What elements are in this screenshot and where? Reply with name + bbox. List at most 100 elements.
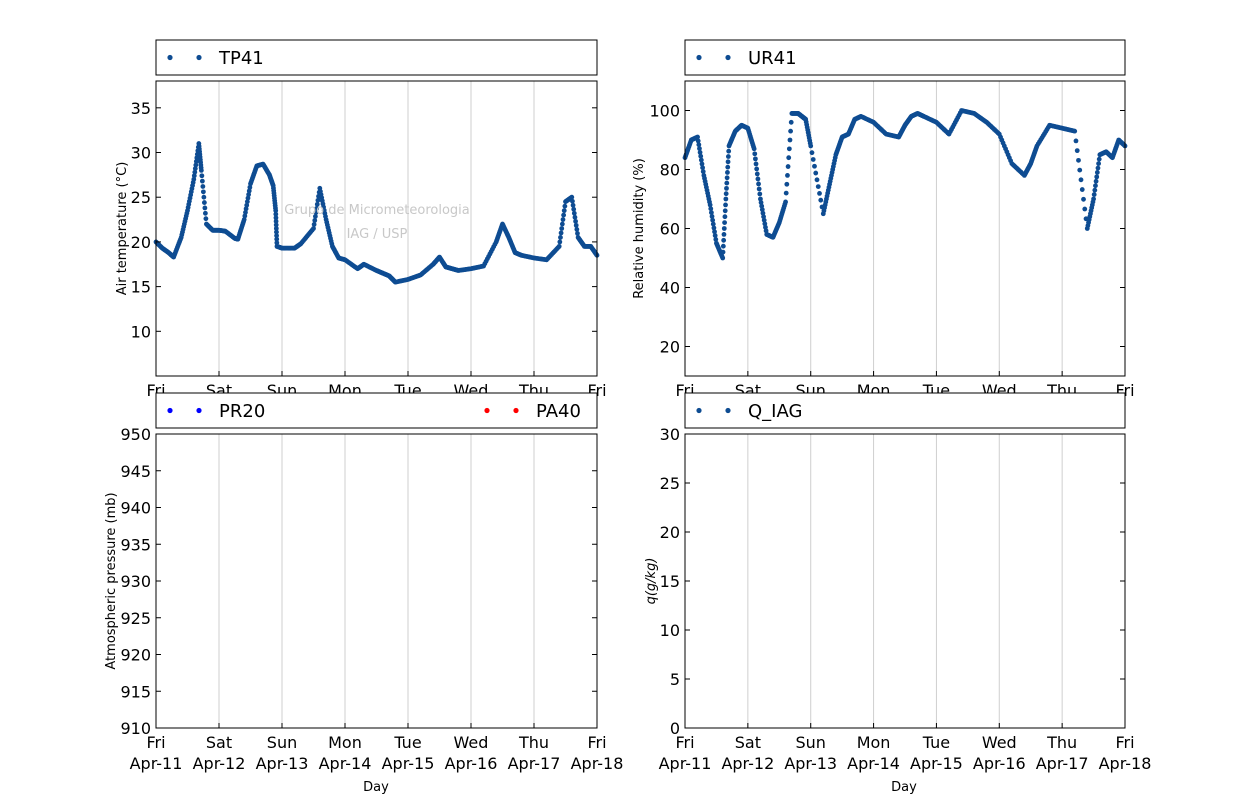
- tp41-point: [192, 166, 198, 172]
- ur41-point: [1093, 183, 1098, 189]
- ur41-point: [726, 148, 732, 154]
- y-tick-label: 15: [660, 572, 680, 591]
- ur41-point: [785, 173, 790, 178]
- x-ticks: Fri Apr-11 Sat Apr-12 Sun Apr-13 Mon Apr-14 Tue A…: [130, 723, 623, 773]
- ur41-point: [1073, 138, 1079, 144]
- x-axis-label: Day: [363, 780, 389, 795]
- ur41-point: [788, 128, 793, 134]
- tp41-point: [561, 212, 567, 218]
- tp41-point: [201, 200, 207, 205]
- y-tick-label: 100: [649, 102, 680, 121]
- y-tick-label: 5: [670, 670, 680, 689]
- ur41-point: [759, 203, 765, 209]
- y-tick-label: 20: [660, 523, 680, 542]
- ur41-legend-marker: [696, 54, 702, 61]
- ur41-point: [763, 228, 769, 234]
- x-axis-label: Day: [891, 780, 917, 795]
- x-tick-day-label: Tue: [922, 733, 950, 752]
- ur41-point: [695, 138, 701, 144]
- ur41-point: [1091, 196, 1096, 202]
- ur41-point: [813, 170, 819, 176]
- tp41-point: [273, 208, 279, 214]
- x-tick-date-label: Apr-11: [130, 754, 183, 773]
- ur41-point: [1076, 157, 1081, 163]
- pressure-panel: 910 915 920 925 930 935 940 945 950 Fri Apr-11 Sat…: [104, 392, 623, 795]
- tp41-point: [273, 215, 279, 221]
- tp41-point: [569, 194, 575, 200]
- x-tick-date-label: Apr-16: [973, 754, 1026, 773]
- ur41-point: [724, 180, 730, 186]
- ur41-point: [725, 164, 731, 170]
- specific-humidity-panel: 0 5 10 15 20 25 30 Fri Apr-11 Sat Apr-12 Sun Apr-13…: [644, 392, 1151, 795]
- y-ticks: 20 40 60 80 100: [649, 102, 1125, 357]
- tp41-point: [243, 206, 249, 212]
- ur41-point: [1096, 161, 1101, 167]
- tp41-point: [572, 214, 578, 220]
- x-tick-day-label: Wed: [982, 733, 1017, 752]
- tp41-point: [311, 226, 316, 231]
- ur41-point: [708, 206, 714, 212]
- tp41-point: [314, 205, 320, 211]
- y-tick-label: 930: [120, 572, 151, 591]
- ur41-point: [762, 221, 768, 227]
- ur41-point: [710, 221, 716, 227]
- ur41-point: [756, 186, 762, 192]
- ur41-point: [709, 214, 715, 219]
- x-tick-date-label: Apr-12: [721, 754, 774, 773]
- tp41-point: [202, 205, 208, 211]
- ur41-point: [725, 170, 730, 175]
- y-tick-label: 915: [120, 682, 151, 701]
- tp41-point: [570, 198, 575, 204]
- ur41-point: [814, 177, 820, 183]
- legend-frame: [155, 39, 598, 76]
- pr20-legend-label: PR20: [219, 401, 265, 422]
- ur41-point: [720, 249, 726, 255]
- ur41-point: [754, 166, 760, 172]
- x-tick-day-label: Fri: [146, 733, 165, 752]
- tp41-point: [558, 235, 563, 240]
- y-tick-label: 20: [660, 338, 680, 357]
- tp41-legend-marker: [167, 54, 173, 61]
- tp41-point: [247, 184, 253, 190]
- ur41-point: [763, 224, 768, 230]
- tp41-point: [571, 210, 577, 216]
- pa40-legend-label: PA40: [536, 401, 581, 422]
- ur41-point: [761, 214, 766, 220]
- y-tick-label: 10: [131, 322, 151, 341]
- tp41-point: [202, 210, 208, 216]
- ur41-point: [751, 146, 757, 152]
- ur41-point: [724, 185, 729, 191]
- ur41-point: [711, 225, 717, 231]
- ur41-point: [698, 157, 704, 163]
- ur41-point: [712, 233, 718, 238]
- ur41-point: [699, 161, 705, 167]
- tp41-point: [274, 233, 279, 239]
- x-tick-day-label: Thu: [1046, 733, 1077, 752]
- ur41-point: [759, 207, 765, 213]
- q-iag-legend-marker: [696, 407, 702, 414]
- tp41-point: [243, 210, 248, 215]
- pr20-legend-marker: [196, 407, 202, 414]
- tp41-point: [314, 201, 320, 207]
- ur41-point: [758, 200, 764, 205]
- ur41-point: [720, 243, 726, 249]
- tp41-point: [559, 226, 565, 231]
- ur41-point: [1092, 187, 1098, 193]
- ur41-point: [810, 157, 816, 162]
- x-tick-day-label: Fri: [675, 733, 694, 752]
- ur41-point: [709, 210, 714, 215]
- ur41-point: [1074, 148, 1080, 154]
- ur41-point: [710, 217, 716, 223]
- legend-frame: [684, 39, 1126, 76]
- ur41-point: [817, 190, 822, 196]
- y-tick-label: 920: [120, 646, 151, 665]
- tp41-point: [556, 243, 562, 249]
- ur41-point: [1078, 177, 1084, 183]
- ur41-point: [721, 232, 727, 237]
- tp41-point: [273, 218, 279, 224]
- x-tick-day-label: Sat: [206, 733, 232, 752]
- ur41-point: [1093, 178, 1099, 184]
- x-tick-day-label: Thu: [518, 733, 549, 752]
- x-tick-date-label: Apr-14: [847, 754, 900, 773]
- tp41-point: [201, 194, 207, 200]
